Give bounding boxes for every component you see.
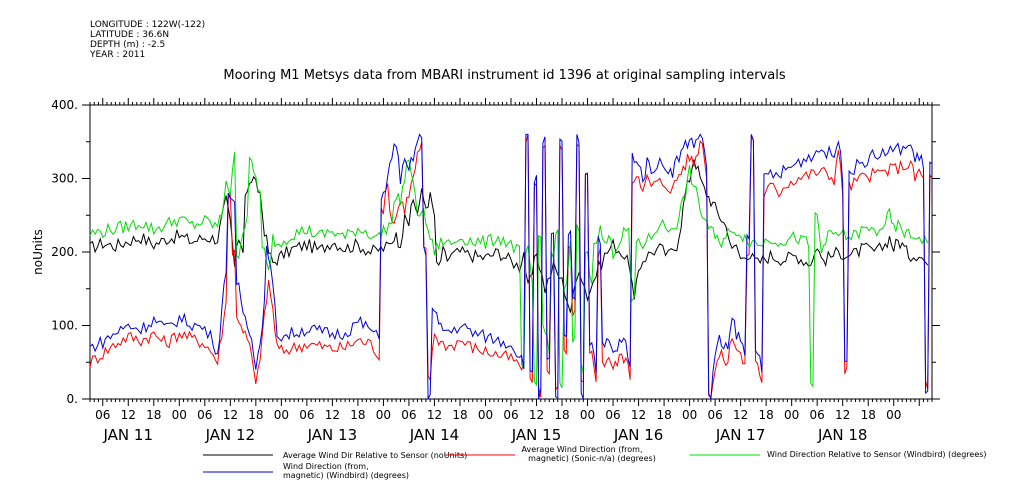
x-day-label: JAN 16 [613,426,664,444]
x-hour-label: 18 [656,408,671,422]
x-hour-label: 00 [784,408,799,422]
x-hour-label: 00 [376,408,391,422]
x-hour-label: 00 [886,408,901,422]
x-hour-label: 12 [529,408,544,422]
x-hour-label: 18 [861,408,876,422]
meta-year: YEAR : 2011 [90,50,146,60]
x-hour-label: 18 [146,408,161,422]
x-hour-label: 06 [503,408,518,422]
legend-label-2: magnetic) (Sonic-n/a) (degrees) [528,454,656,463]
x-hour-label: 06 [95,408,110,422]
x-hour-label: 00 [682,408,697,422]
x-hour-label: 06 [605,408,620,422]
x-hour-label: 06 [299,408,314,422]
meta-latitude: LATITUDE : 36.6N [90,30,170,40]
plot-frame [89,104,933,400]
x-hour-label: 18 [554,408,569,422]
x-day-label: JAN 13 [307,426,358,444]
legend-label-4: magnetic) (Windbird) (degrees) [283,471,409,480]
x-hour-label: 12 [835,408,850,422]
metadata-block: LONGITUDE : 122W(-122) LATITUDE : 36.6N … [90,20,205,60]
chart-title: Mooring M1 Metsys data from MBARI instru… [223,68,786,83]
legend-label-2: Average Wind Direction (from, [521,445,642,454]
y-tick-label: 200. [51,245,78,259]
x-hour-label: 18 [248,408,263,422]
legend-label-1: Average Wind Dir Relative to Sensor (noU… [283,451,467,460]
x-hour-label: 12 [427,408,442,422]
x-hour-label: 18 [350,408,365,422]
x-hour-label: 12 [223,408,238,422]
legend-label-4: Wind Direction (from, [283,462,369,471]
x-hour-label: 06 [707,408,722,422]
x-hour-label: 12 [733,408,748,422]
series-line-4 [89,133,933,400]
x-day-label: JAN 12 [205,426,256,444]
x-hour-label: 00 [580,408,595,422]
x-day-label: JAN 18 [817,426,868,444]
axes-layer: 0. 100. 200. 300. 400. 06 12 18 00 06 12 18 00 06 12 18… [51,98,940,444]
x-hour-label: 12 [325,408,340,422]
legend-label-3: Wind Direction Relative to Sensor (Windb… [767,450,987,459]
x-hour-label: 18 [452,408,467,422]
x-hour-label: 12 [631,408,646,422]
y-tick-label: 400. [51,98,78,112]
y-tick-label: 100. [51,319,78,333]
x-hour-label: 00 [274,408,289,422]
x-hour-label: 12 [121,408,136,422]
series-line-3 [89,152,929,389]
x-day-label: JAN 11 [103,426,154,444]
x-hour-label: 06 [197,408,212,422]
y-tick-label: 300. [51,172,78,186]
y-tick-label: 0. [67,392,78,406]
meta-depth: DEPTH (m) : -2.5 [90,40,166,50]
y-axis-label: noUnits [31,229,45,275]
x-hour-label: 00 [478,408,493,422]
x-hour-label: 00 [172,408,187,422]
x-hour-label: 06 [810,408,825,422]
x-day-label: JAN 15 [511,426,562,444]
x-hour-label: 06 [401,408,416,422]
series-layer [89,133,933,400]
x-day-label: JAN 14 [409,426,460,444]
legend: Average Wind Dir Relative to Sensor (noU… [203,445,987,480]
x-hour-label: 18 [759,408,774,422]
x-day-label: JAN 17 [715,426,766,444]
meta-longitude: LONGITUDE : 122W(-122) [90,20,206,30]
